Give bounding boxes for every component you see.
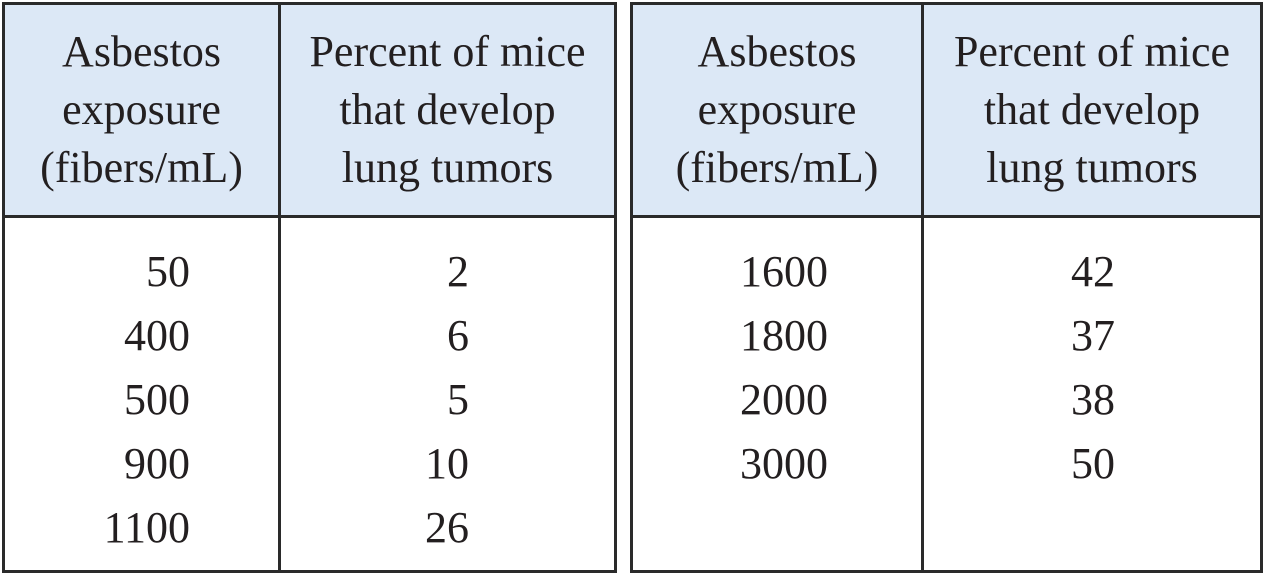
table-cell: 400 xyxy=(124,311,190,360)
column-body: 1600 1800 2000 3000 xyxy=(633,218,921,570)
table-cell: 26 xyxy=(425,503,469,552)
table-cell: 1100 xyxy=(103,503,190,552)
column-header: Asbestos exposure (fibers/mL) xyxy=(5,5,278,218)
table-cell: 500 xyxy=(124,375,190,424)
table-cell: 2 xyxy=(447,247,469,296)
table-cell: 50 xyxy=(1071,439,1115,488)
header-line: exposure xyxy=(62,85,221,134)
table-cell: 50 xyxy=(146,247,190,296)
table-cell: 3000 xyxy=(740,439,828,488)
table-cell: 1600 xyxy=(740,247,828,296)
header-line: lung tumors xyxy=(341,143,554,192)
table-right-half: Asbestos exposure (fibers/mL) 1600 1800 … xyxy=(630,2,1263,573)
column-percent-right: Percent of mice that develop lung tumors… xyxy=(921,5,1260,570)
header-line: lung tumors xyxy=(986,143,1198,192)
header-line: Asbestos xyxy=(697,27,857,76)
header-line: (fibers/mL) xyxy=(40,143,243,192)
table-cell: 900 xyxy=(124,439,190,488)
column-percent-left: Percent of mice that develop lung tumors… xyxy=(278,5,614,570)
column-header: Percent of mice that develop lung tumors xyxy=(924,5,1260,218)
header-line: Percent of mice xyxy=(309,27,586,76)
column-header: Percent of mice that develop lung tumors xyxy=(281,5,614,218)
header-line: (fibers/mL) xyxy=(675,143,879,192)
column-exposure-right: Asbestos exposure (fibers/mL) 1600 1800 … xyxy=(633,5,921,570)
column-exposure-left: Asbestos exposure (fibers/mL) 50 400 500… xyxy=(5,5,278,570)
header-line: that develop xyxy=(339,85,556,134)
header-line: that develop xyxy=(983,85,1201,134)
table-cell: 38 xyxy=(1071,375,1115,424)
header-line: exposure xyxy=(697,85,857,134)
header-line: Percent of mice xyxy=(953,27,1231,76)
header-line: Asbestos xyxy=(62,27,221,76)
column-header: Asbestos exposure (fibers/mL) xyxy=(633,5,921,218)
table-cell: 10 xyxy=(425,439,469,488)
table-cell: 37 xyxy=(1071,311,1115,360)
table-cell: 6 xyxy=(447,311,469,360)
table-cell: 2000 xyxy=(740,375,828,424)
table-cell: 5 xyxy=(447,375,469,424)
table-cell: 42 xyxy=(1071,247,1115,296)
table-cell: 1800 xyxy=(740,311,828,360)
column-body: 42 37 38 50 xyxy=(924,218,1260,570)
column-body: 50 400 500 900 1100 xyxy=(5,218,278,570)
column-body: 2 6 5 10 26 xyxy=(281,218,614,570)
table-left-half: Asbestos exposure (fibers/mL) 50 400 500… xyxy=(2,2,617,573)
